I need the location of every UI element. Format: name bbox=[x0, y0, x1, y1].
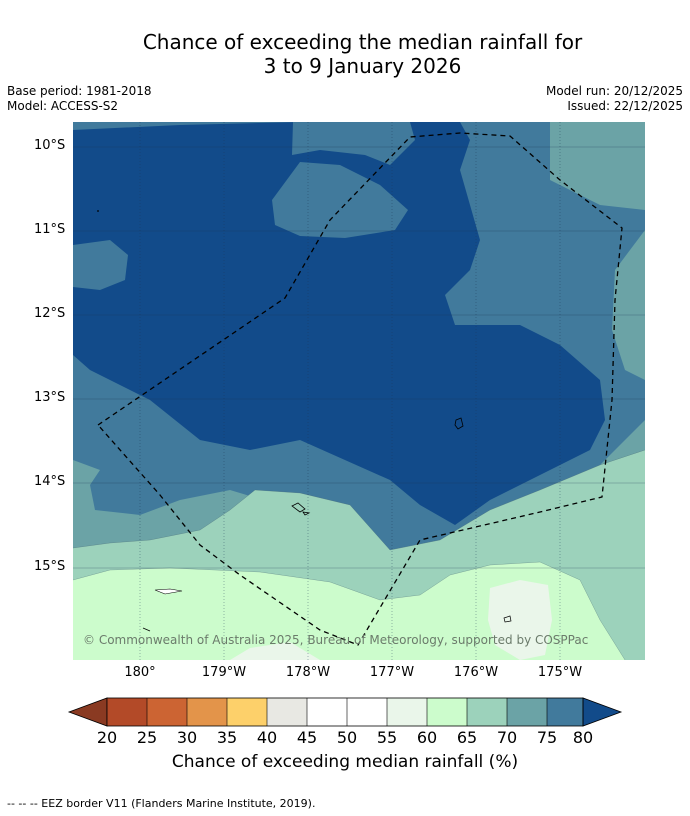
region-80-plus bbox=[73, 122, 605, 525]
island-niuafoou bbox=[154, 588, 183, 595]
colorbar-tick-40: 40 bbox=[256, 728, 278, 747]
lat-label-11s: 11°S bbox=[34, 222, 66, 237]
region-55-60-b bbox=[230, 642, 320, 660]
colorbar-tick-55: 55 bbox=[376, 728, 398, 747]
lon-label-176w: 176°W bbox=[453, 665, 499, 680]
lon-label-178w: 178°W bbox=[285, 665, 331, 680]
copyright-notice: © Commonwealth of Australia 2025, Bureau… bbox=[83, 633, 589, 647]
meta-left: Base period: 1981-2018 Model: ACCESS-S2 bbox=[7, 84, 152, 114]
colorbar-tick-50: 50 bbox=[336, 728, 358, 747]
lat-label-12s: 12°S bbox=[34, 306, 66, 321]
lon-label-177w: 177°W bbox=[369, 665, 415, 680]
eez-legend-note: -- -- -- EEZ border V11 (Flanders Marine… bbox=[7, 797, 316, 810]
island-niuatoputapu bbox=[503, 615, 512, 623]
colorbar bbox=[67, 697, 623, 727]
colorbar-max-arrow bbox=[582, 697, 623, 727]
region-75-patch-center bbox=[272, 162, 408, 238]
title-line-1: Chance of exceeding the median rainfall … bbox=[142, 30, 583, 54]
lon-label-179w: 179°W bbox=[201, 665, 247, 680]
colorbar-min-arrow bbox=[67, 697, 108, 727]
issued-date: Issued: 22/12/2025 bbox=[567, 99, 683, 113]
colorbar-tick-45: 45 bbox=[296, 728, 318, 747]
base-period: Base period: 1981-2018 bbox=[7, 84, 152, 98]
model-name: Model: ACCESS-S2 bbox=[7, 99, 119, 113]
colorbar-tick-65: 65 bbox=[456, 728, 478, 747]
colorbar-tick-70: 70 bbox=[496, 728, 518, 747]
colorbar-tick-60: 60 bbox=[416, 728, 438, 747]
region-75-patch-west bbox=[73, 240, 128, 290]
colorbar-tick-20: 20 bbox=[96, 728, 118, 747]
graticule bbox=[73, 146, 645, 569]
eez-border bbox=[97, 132, 623, 646]
model-run: Model run: 20/12/2025 bbox=[545, 84, 683, 98]
colorbar-tick-30: 30 bbox=[176, 728, 198, 747]
region-55-60 bbox=[488, 580, 552, 660]
lat-label-14s: 14°S bbox=[34, 474, 66, 489]
region-75-patch-north bbox=[292, 122, 415, 165]
colorbar-tick-25: 25 bbox=[136, 728, 158, 747]
rainfall-probability-field bbox=[73, 122, 645, 660]
title-line-2: 3 to 9 January 2026 bbox=[263, 54, 462, 78]
lat-label-13s: 13°S bbox=[34, 390, 66, 405]
colorbar-tick-80: 80 bbox=[572, 728, 594, 747]
map-title: Chance of exceeding the median rainfall … bbox=[0, 30, 690, 78]
lon-label-175w: 175°W bbox=[537, 665, 583, 680]
lat-label-10s: 10°S bbox=[34, 138, 66, 153]
colorbar-label: Chance of exceeding median rainfall (%) bbox=[171, 752, 519, 772]
meta-right: Model run: 20/12/2025 Issued: 22/12/2025 bbox=[546, 84, 683, 114]
colorbar-tick-75: 75 bbox=[536, 728, 558, 747]
island-futuna bbox=[291, 502, 311, 516]
region-60-65 bbox=[73, 562, 625, 660]
island-wallis bbox=[454, 417, 464, 430]
lon-label-180: 180° bbox=[124, 665, 156, 680]
colorbar-tick-35: 35 bbox=[216, 728, 238, 747]
lat-label-15s: 15°S bbox=[34, 559, 66, 574]
